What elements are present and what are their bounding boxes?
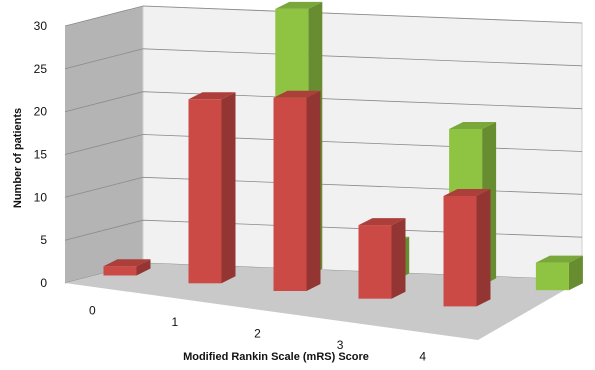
- bars: [103, 1, 583, 307]
- x-tick-label: 2: [254, 327, 261, 341]
- x-axis-ticks: 0 1 2 3 4: [89, 304, 426, 364]
- bar: [273, 90, 321, 291]
- gridline: [64, 219, 583, 241]
- gridline: [64, 48, 583, 70]
- y-tick-label: 30: [34, 19, 48, 33]
- x-tick-label: 1: [172, 315, 179, 329]
- gridline: [64, 5, 583, 27]
- gridline: [64, 176, 583, 198]
- x-tick-label: 0: [89, 304, 96, 318]
- y-tick-label: 20: [34, 105, 48, 119]
- gridline: [64, 134, 583, 155]
- y-axis-ticks: 0 5 10 15 20 25 30: [34, 19, 48, 290]
- y-tick-label: 10: [34, 190, 48, 204]
- chart-walls: [65, 5, 583, 283]
- bar: [358, 218, 406, 299]
- bar: [188, 92, 236, 284]
- x-axis-label: Modified Rankin Scale (mRS) Score: [183, 351, 369, 363]
- gridline: [64, 91, 583, 113]
- bar: [103, 259, 151, 276]
- y-axis-label: Number of patients: [12, 108, 24, 208]
- y-tick-label: 15: [34, 148, 48, 162]
- y-tick-label: 25: [34, 62, 48, 76]
- x-tick-label: 3: [337, 338, 344, 352]
- bar: [535, 255, 583, 291]
- y-tick-label: 0: [40, 276, 47, 290]
- y-tick-label: 5: [40, 233, 47, 247]
- bar: [443, 189, 491, 307]
- x-tick-label: 4: [419, 349, 426, 363]
